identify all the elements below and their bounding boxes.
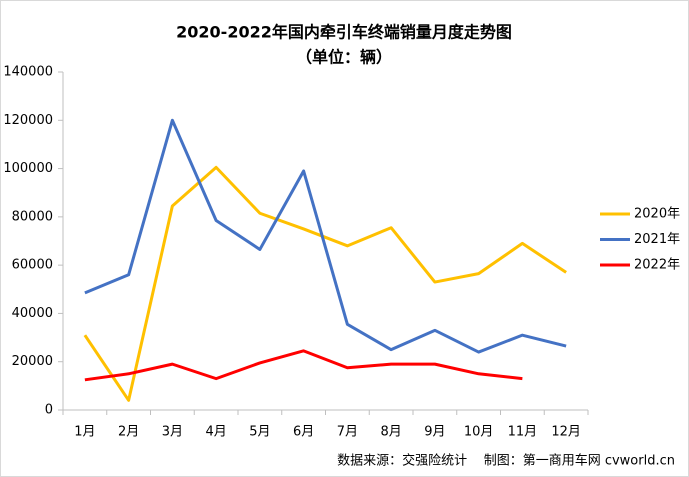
series-line <box>84 118 567 354</box>
x-tick-label: 11月 <box>508 425 538 440</box>
legend-label: 2020年 <box>634 207 680 222</box>
y-tick-label: 100000 <box>3 161 53 176</box>
x-tick-label: 7月 <box>337 425 358 440</box>
x-tick-label: 12月 <box>551 425 581 440</box>
y-tick-label: 140000 <box>3 65 53 80</box>
x-tick-label: 10月 <box>464 425 494 440</box>
x-tick-label: 3月 <box>162 425 183 440</box>
source-note: 数据来源：交强险统计 制图：第一商用车网 cvworld.cn <box>337 453 675 469</box>
legend-label: 2021年 <box>634 232 680 247</box>
chart-subtitle: （单位：辆） <box>296 48 392 67</box>
series-line <box>84 349 523 382</box>
series-line <box>83 165 567 402</box>
x-tick-label: 5月 <box>249 425 270 440</box>
x-tick-label: 2月 <box>118 425 139 440</box>
x-tick-label: 6月 <box>293 425 314 440</box>
y-tick-label: 40000 <box>12 306 53 321</box>
legend-label: 2022年 <box>634 258 680 273</box>
y-tick-label: 20000 <box>12 354 53 369</box>
x-tick-label: 1月 <box>74 425 95 440</box>
y-tick-label: 80000 <box>12 209 53 224</box>
x-tick-label: 9月 <box>424 425 445 440</box>
y-tick-label: 60000 <box>12 258 53 273</box>
x-tick-label: 4月 <box>205 425 226 440</box>
x-tick-label: 8月 <box>380 425 401 440</box>
y-tick-label: 0 <box>45 403 53 418</box>
y-tick-label: 120000 <box>3 113 53 128</box>
chart-title: 2020-2022年国内牵引车终端销量月度走势图 <box>176 23 512 42</box>
